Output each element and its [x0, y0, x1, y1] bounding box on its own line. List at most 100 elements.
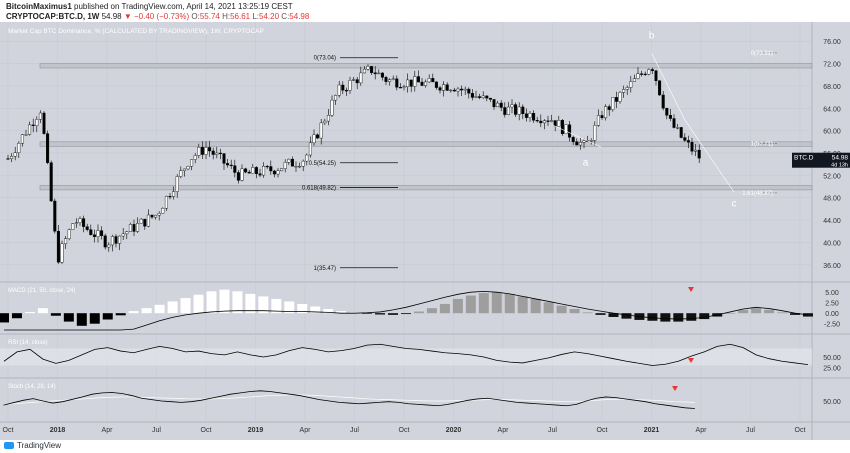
- chart-canvas[interactable]: 76.0072.0068.0064.0060.0056.0052.0048.00…: [0, 22, 850, 440]
- candle-body: [370, 66, 374, 73]
- ohlc-legend: CRYPTOCAP:BTC.D, 1W 54.98 ▼ −0.40 (−0.73…: [6, 12, 309, 21]
- candle-body: [668, 115, 672, 119]
- candle-body: [71, 223, 75, 230]
- candle-body: [503, 107, 507, 115]
- author-name[interactable]: BitcoinMaximus1: [6, 2, 72, 11]
- macd-histogram-bar: [608, 313, 619, 317]
- candle-body: [434, 81, 438, 88]
- tradingview-logo[interactable]: TradingView: [4, 441, 61, 450]
- candle-body: [485, 95, 489, 99]
- macd-histogram-bar: [245, 293, 256, 314]
- x-tick-label: Apr: [696, 427, 708, 434]
- candle-body: [53, 200, 57, 232]
- candle-body: [575, 141, 579, 146]
- macd-histogram-bar: [297, 303, 308, 314]
- x-tick-label: 2021: [644, 427, 660, 434]
- macd-histogram-bar: [141, 308, 152, 314]
- macd-histogram-bar: [686, 313, 697, 321]
- candle-body: [564, 124, 568, 134]
- macd-histogram-bar: [738, 309, 749, 314]
- macd-histogram-bar: [154, 304, 165, 314]
- support-resistance-box: [39, 185, 813, 191]
- candle-body: [218, 152, 222, 155]
- candle-body: [560, 120, 564, 134]
- candle-body: [600, 115, 604, 119]
- macd-histogram-bar: [517, 296, 528, 314]
- macd-histogram-bar: [89, 313, 100, 324]
- macd-histogram-bar: [271, 298, 282, 314]
- candle-body: [92, 234, 96, 237]
- macd-histogram-bar: [790, 313, 801, 315]
- candle-body: [506, 106, 510, 115]
- candle-body: [247, 171, 251, 174]
- candle-body: [150, 214, 154, 218]
- candle-body: [208, 147, 212, 152]
- bearish-signal-marker: [672, 386, 678, 391]
- candle-body: [550, 120, 554, 122]
- candle-body: [85, 226, 89, 230]
- macd-histogram-bar: [543, 302, 554, 314]
- candle-body: [359, 72, 363, 84]
- candle-body: [614, 97, 618, 102]
- macd-histogram-bar: [232, 291, 243, 314]
- support-resistance-box: [39, 141, 813, 147]
- candle-body: [492, 99, 496, 108]
- candle-body: [528, 113, 532, 118]
- macd-histogram-bar: [193, 294, 204, 314]
- macd-histogram-bar: [128, 311, 139, 314]
- candle-body: [618, 92, 622, 102]
- candle-body: [154, 214, 158, 218]
- candle-body: [6, 158, 10, 160]
- candle-body: [344, 90, 348, 92]
- x-tick-label: Jul: [152, 427, 161, 434]
- y-tick-label: 72.00: [823, 62, 841, 69]
- candle-body: [456, 88, 460, 92]
- candle-body: [362, 68, 366, 74]
- candle-body: [388, 79, 392, 82]
- candle-body: [24, 134, 28, 136]
- candle-body: [251, 167, 255, 174]
- candle-body: [632, 78, 636, 82]
- y-tick-label: 76.00: [823, 39, 841, 46]
- candle-body: [276, 170, 280, 175]
- candle-body: [384, 77, 388, 82]
- candle-body: [535, 120, 539, 122]
- candle-body: [539, 120, 543, 124]
- chart-title: Market Cap BTC Dominance, % (CALCULATED …: [8, 28, 264, 35]
- macd-y-tick: 0.00: [825, 311, 839, 318]
- open-value: 55.74: [199, 12, 220, 21]
- macd-histogram-bar: [206, 291, 217, 314]
- stoch-y-tick: 50.00: [823, 399, 841, 406]
- candle-body: [128, 224, 132, 232]
- candle-body: [496, 102, 500, 108]
- macd-histogram-bar: [426, 308, 437, 314]
- extension-level-label: 1(57.71): [751, 141, 773, 147]
- macd-histogram-bar: [595, 313, 606, 315]
- candle-body: [593, 125, 597, 141]
- candle-body: [542, 120, 546, 124]
- x-tick-label: Jul: [548, 427, 557, 434]
- candle-body: [546, 120, 550, 122]
- candle-body: [272, 170, 276, 175]
- macd-y-tick: 2.50: [825, 301, 839, 308]
- close-value: 54.98: [289, 12, 310, 21]
- candle-body: [622, 89, 626, 93]
- candle-body: [467, 88, 471, 94]
- candle-body: [341, 84, 345, 91]
- candle-body: [611, 97, 615, 110]
- rsi-y-tick: 50.00: [823, 355, 841, 362]
- candle-body: [517, 106, 521, 115]
- x-tick-label: Apr: [300, 427, 312, 434]
- candle-body: [625, 87, 629, 90]
- macd-histogram-bar: [439, 303, 450, 314]
- candle-body: [532, 113, 536, 121]
- macd-histogram-bar: [362, 313, 373, 314]
- candle-body: [121, 233, 125, 237]
- candle-body: [132, 224, 136, 232]
- candle-body: [56, 230, 60, 263]
- candle-body: [431, 78, 435, 83]
- macd-histogram-bar: [660, 313, 671, 322]
- candle-body: [658, 80, 662, 96]
- candle-body: [474, 96, 478, 98]
- candle-body: [254, 167, 258, 174]
